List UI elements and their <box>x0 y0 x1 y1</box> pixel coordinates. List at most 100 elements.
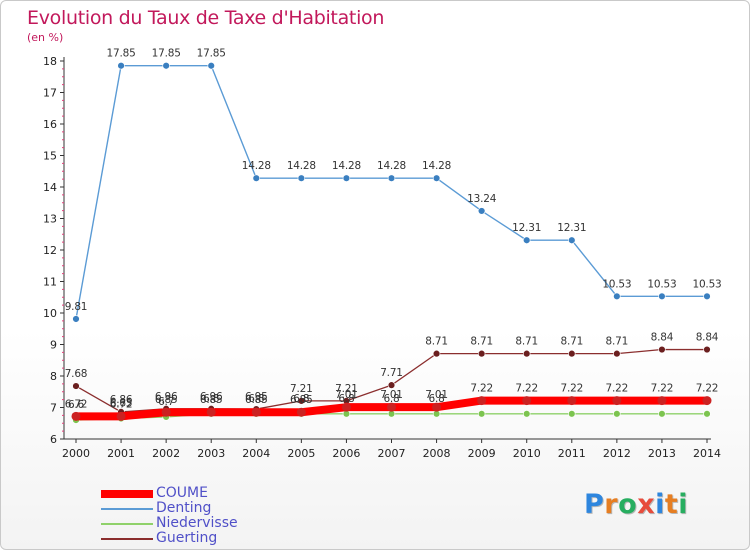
data-label: 8.71 <box>606 336 629 348</box>
logo-letter: P <box>584 489 605 520</box>
legend-swatch-2 <box>101 523 153 525</box>
data-point <box>522 396 532 406</box>
data-label: 6.7 <box>158 396 174 408</box>
data-label: 17.85 <box>197 48 226 60</box>
data-label: 8.71 <box>470 336 493 348</box>
y-tick-label: 17 <box>43 87 57 100</box>
y-tick-label: 6 <box>50 433 57 446</box>
data-point <box>251 407 261 417</box>
data-label: 6.86 <box>110 394 133 406</box>
data-label: 14.28 <box>242 160 271 172</box>
data-label: 7.22 <box>470 383 493 395</box>
data-point <box>296 407 306 417</box>
data-label: 7.01 <box>380 389 403 401</box>
y-tick-label: 15 <box>43 150 57 163</box>
data-point <box>613 410 621 418</box>
data-point <box>477 349 486 358</box>
data-point <box>658 292 666 301</box>
data-point <box>71 411 81 421</box>
data-point <box>657 396 667 406</box>
data-point <box>387 174 396 182</box>
data-point <box>387 381 396 389</box>
chart-unit-label: (en %) <box>27 31 64 44</box>
logo-letter: i <box>655 489 665 520</box>
x-tick-label: 2005 <box>287 447 315 460</box>
data-label: 8.71 <box>515 336 538 348</box>
legend-swatch-0 <box>101 490 153 498</box>
data-point <box>432 402 442 412</box>
data-point <box>116 411 126 421</box>
data-point <box>658 410 666 418</box>
data-point <box>342 174 351 182</box>
x-tick-label: 2006 <box>332 447 360 460</box>
data-label: 6.85 <box>290 394 313 406</box>
legend-label-3: Guerting <box>156 530 218 546</box>
data-point <box>252 174 260 182</box>
y-tick-label: 16 <box>43 118 57 131</box>
data-label: 6.72 <box>110 398 133 410</box>
data-label: 7.22 <box>696 383 719 395</box>
x-tick-label: 2004 <box>242 447 270 460</box>
data-point <box>207 62 215 70</box>
legend-label-2: Niedervisse <box>156 515 238 531</box>
data-point <box>117 62 125 70</box>
y-tick-label: 13 <box>43 213 57 226</box>
logo-letter: i <box>678 489 689 520</box>
legend-label-1: Denting <box>156 500 212 516</box>
data-point <box>432 174 441 182</box>
x-tick-label: 2013 <box>648 447 676 460</box>
data-point <box>297 174 306 182</box>
x-tick-label: 2011 <box>558 447 586 460</box>
logo-letter: t <box>664 489 679 520</box>
data-label: 14.28 <box>332 160 361 172</box>
data-label: 6.96 <box>155 391 178 403</box>
x-tick-label: 2010 <box>513 447 541 460</box>
data-point <box>658 345 666 354</box>
legend: COUME Denting Niedervisse Guerting <box>101 486 301 547</box>
data-point <box>162 62 170 70</box>
y-tick-label: 7 <box>50 402 57 415</box>
y-tick-label: 11 <box>43 276 57 289</box>
data-label: 6.8 <box>248 393 264 405</box>
data-label: 7.71 <box>380 367 403 379</box>
legend-swatch-3 <box>101 538 153 540</box>
data-point <box>477 207 486 215</box>
data-label: 8.71 <box>425 336 448 348</box>
data-point <box>72 315 80 323</box>
data-label: 7.21 <box>335 383 358 395</box>
logo-letter: o <box>618 489 638 520</box>
data-point <box>297 397 306 405</box>
data-label: 7.22 <box>606 383 629 395</box>
x-tick-label: 2000 <box>62 447 90 460</box>
legend-swatch-1 <box>101 508 153 510</box>
x-tick-label: 2008 <box>423 447 451 460</box>
line-chart: 6 7 8 9 10 11 12 13 14 15 16 17 18 2000 2001 2002 2003 20… <box>43 48 722 460</box>
data-label: 6.8 <box>293 393 309 405</box>
data-label: 6.85 <box>155 394 178 406</box>
data-point <box>613 292 621 301</box>
data-label: 14.28 <box>422 160 451 172</box>
data-point <box>567 396 577 406</box>
data-point <box>72 382 80 390</box>
data-label: 9.81 <box>65 301 88 313</box>
data-point <box>568 410 576 418</box>
data-point <box>703 410 711 418</box>
data-point <box>523 410 531 418</box>
data-point <box>612 396 622 406</box>
data-point <box>703 345 711 354</box>
data-point <box>523 349 531 358</box>
data-label: 14.28 <box>377 160 406 172</box>
data-label: 6.8 <box>338 393 354 405</box>
data-label: 10.53 <box>602 278 631 290</box>
y-tick-label: 12 <box>43 244 57 257</box>
x-tick-label: 2014 <box>693 447 721 460</box>
data-point <box>477 396 487 406</box>
y-tick-label: 14 <box>43 181 57 194</box>
data-label: 6.6 <box>68 399 85 411</box>
data-label: 6.8 <box>429 393 445 405</box>
data-label: 8.84 <box>696 332 719 344</box>
y-tick-label: 8 <box>50 370 57 383</box>
x-tick-label: 2012 <box>603 447 631 460</box>
chart-title: Evolution du Taux de Taxe d'Habitation <box>27 7 385 29</box>
